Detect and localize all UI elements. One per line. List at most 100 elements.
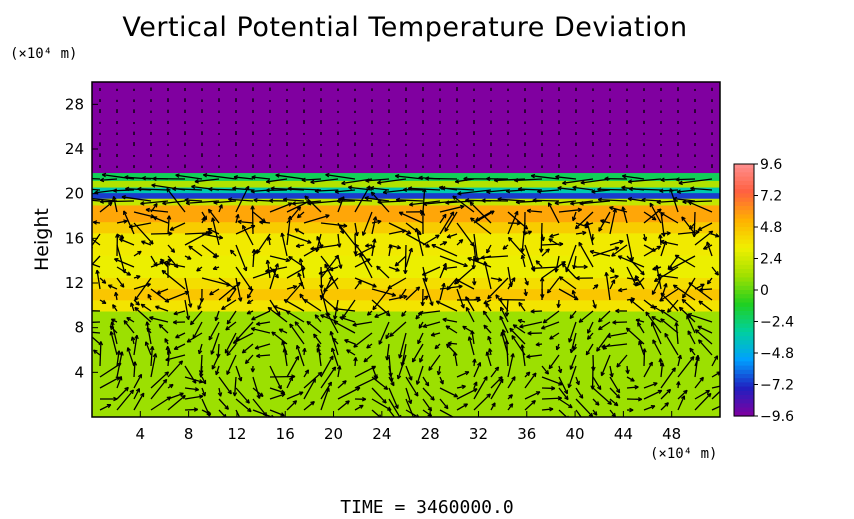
wind-arrow [289,323,305,345]
wind-arrow [265,266,288,273]
wind-arrow-head [499,306,505,312]
wind-arrow-head [659,297,664,302]
wind-arrow [201,387,206,397]
wind-arrow [235,409,241,417]
wind-arrow-head [568,403,573,409]
wind-arrow-head [583,264,588,270]
wind-arrow [133,374,143,389]
wind-arrow-head [202,172,208,178]
colorbar-segment [734,260,754,266]
wind-arrow-head [435,234,440,239]
wind-arrow-head [271,331,276,336]
wind-arrow-head [399,294,404,300]
wind-arrow [418,310,441,315]
wind-arrow [244,354,254,364]
wind-arrow [184,232,213,235]
wind-arrow [200,354,203,375]
wind-arrow-head [615,388,621,394]
wind-arrow-head [107,284,113,289]
colorbar-segment [734,323,754,329]
colorbar-segment [734,374,754,379]
colorbar-segment [734,294,754,299]
wind-arrow-head [224,405,229,410]
wind-arrow-head [346,349,351,354]
wind-arrow-head [446,234,452,239]
wind-arrow-head [691,233,697,238]
wind-arrow [626,376,635,382]
wind-arrow-head [660,239,665,245]
wind-arrow-head [161,269,167,275]
wind-arrow [405,247,413,268]
wind-arrow-head [708,230,714,236]
wind-arrow-head [558,276,564,281]
wind-arrow [439,255,468,267]
colorbar-segment [734,172,754,178]
wind-arrow-head [442,317,447,323]
wind-arrow [609,208,617,235]
wind-arrow [682,200,713,203]
wind-arrow [514,178,543,182]
wind-arrow-head [651,290,656,295]
wind-arrow [626,266,637,287]
y-tick-label: 16 [65,229,84,247]
wind-arrow-head [408,376,413,381]
wind-arrow-head [197,305,202,310]
wind-arrow-head [517,186,523,192]
wind-arrow [652,266,662,271]
wind-arrow [378,321,390,345]
wind-arrow [377,178,407,184]
wind-arrow [509,327,526,345]
wind-arrow-head [123,219,128,224]
wind-arrow [660,388,671,400]
wind-arrow-head [417,339,422,345]
wind-arrow-head [515,199,520,205]
wind-arrow [114,258,135,268]
wind-arrow [628,178,662,183]
wind-arrow-head [302,347,307,353]
wind-arrow-head [535,342,540,347]
wind-arrow-head [574,296,579,301]
wind-arrow [246,288,254,299]
wind-arrow-head [145,207,150,213]
wind-arrow-head [508,403,514,408]
wind-arrow-head [186,338,192,343]
wind-arrow [133,335,138,356]
wind-arrow [161,269,186,290]
wind-arrow-head [87,309,91,312]
wind-arrow [497,198,526,202]
wind-arrow [150,371,169,389]
wind-arrow-head [121,195,126,200]
wind-arrow-head [598,227,603,232]
wind-arrow-head [395,197,401,203]
wind-arrow [266,178,288,183]
wind-arrow [320,288,329,317]
wind-arrow [337,255,342,269]
wind-arrow [502,329,509,345]
wind-arrow [456,222,475,247]
wind-arrow-head [153,262,158,267]
wind-arrow-head [664,332,669,338]
y-axis: 4 8 12 16 20 24 28 [65,95,98,381]
wind-arrow [462,325,475,334]
wind-arrow [218,387,222,397]
wind-arrow [473,393,491,411]
wind-arrow-head [141,175,147,181]
wind-arrow [518,302,526,312]
wind-arrow-head [502,245,508,250]
wind-arrow-head [632,282,637,287]
wind-arrow-head [359,404,364,409]
wind-arrow [616,354,628,368]
wind-arrow [235,277,242,302]
wind-arrow [561,263,577,279]
wind-arrow-head [118,375,123,381]
wind-arrow-head [209,291,214,296]
wind-arrow-head [598,325,603,331]
wind-arrow [541,261,566,279]
wind-arrow [396,199,424,202]
wind-arrow-head [310,179,315,185]
wind-arrow [226,288,237,302]
wind-arrow-head [427,406,433,412]
wind-arrow-head [656,199,661,205]
wind-arrow-head [659,188,664,194]
wind-arrow [371,238,376,257]
